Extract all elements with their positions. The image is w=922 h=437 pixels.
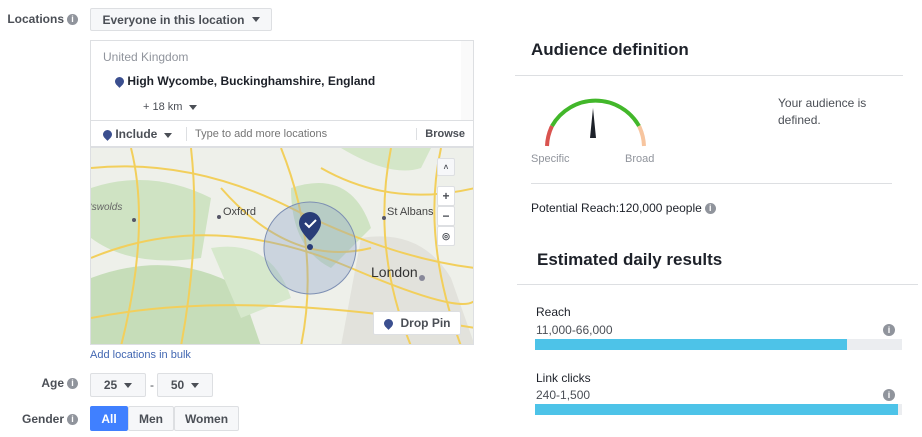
zoom-out-button[interactable]: − xyxy=(437,206,455,226)
age-min-dropdown[interactable]: 25 xyxy=(90,373,146,397)
pin-icon xyxy=(101,127,114,141)
link-clicks-bar-fill xyxy=(535,404,899,415)
zoom-in-button[interactable]: + xyxy=(437,186,455,206)
pin-icon xyxy=(381,316,395,330)
gender-men-button[interactable]: Men xyxy=(128,406,174,431)
scrollbar[interactable] xyxy=(461,41,473,120)
include-dropdown[interactable]: Include xyxy=(91,126,187,141)
audience-definition-title: Audience definition xyxy=(531,40,689,59)
gauge-needle xyxy=(590,108,596,138)
link-clicks-value: 240-1,500 xyxy=(536,388,591,402)
audience-status: Your audience is defined. xyxy=(778,96,867,127)
info-icon[interactable]: i xyxy=(67,378,78,390)
recenter-icon[interactable]: ◎ xyxy=(437,226,455,246)
map-label: Oxford xyxy=(223,206,257,218)
info-icon[interactable]: i xyxy=(883,324,895,336)
link-clicks-label: Link clicks xyxy=(536,371,591,385)
gauge-specific-label: Specific xyxy=(531,153,570,165)
info-icon[interactable]: i xyxy=(67,14,78,26)
chevron-down-icon xyxy=(124,382,133,388)
chevron-down-icon xyxy=(189,105,198,110)
audience-gauge xyxy=(545,98,646,147)
map-label: tswolds xyxy=(90,202,123,213)
info-icon[interactable]: i xyxy=(67,414,78,426)
country-label: United Kingdom xyxy=(103,50,189,64)
potential-reach: Potential Reach:120,000 people i xyxy=(531,201,716,215)
reach-bar xyxy=(535,339,902,350)
add-locations-bulk-link[interactable]: Add locations in bulk xyxy=(90,349,191,361)
estimated-daily-title: Estimated daily results xyxy=(537,250,723,269)
reach-value: 11,000-66,000 xyxy=(536,323,613,337)
info-icon[interactable]: i xyxy=(883,389,895,401)
radius-dropdown[interactable]: + 18 km xyxy=(143,101,198,113)
divider xyxy=(531,183,892,184)
chevron-down-icon xyxy=(251,17,260,22)
age-label: Age i xyxy=(0,376,78,390)
chevron-down-icon xyxy=(164,132,173,138)
include-row: Include Browse xyxy=(90,121,474,147)
age-max-dropdown[interactable]: 50 xyxy=(157,373,213,397)
map-canvas xyxy=(91,148,473,344)
location-list: United Kingdom High Wycombe, Buckinghams… xyxy=(90,40,474,121)
age-separator: - xyxy=(150,378,154,392)
chevron-down-icon xyxy=(191,382,200,388)
locations-label: Locations i xyxy=(0,12,78,26)
map-label: St Albans xyxy=(387,206,434,218)
collapse-map-button[interactable]: ˄ xyxy=(437,158,455,176)
link-clicks-bar xyxy=(535,404,902,415)
map[interactable]: tswolds Oxford St Albans London ˄ + − ◎ … xyxy=(90,147,474,345)
divider xyxy=(517,284,918,285)
drop-pin-button[interactable]: Drop Pin xyxy=(373,311,461,335)
gender-all-button[interactable]: All xyxy=(90,406,128,431)
audience-type-dropdown[interactable]: Everyone in this location xyxy=(90,8,272,31)
location-item[interactable]: High Wycombe, Buckinghamshire, England xyxy=(113,74,375,89)
gender-women-button[interactable]: Women xyxy=(174,406,239,431)
location-search-input[interactable] xyxy=(195,127,417,140)
gauge-broad-label: Broad xyxy=(625,153,655,165)
reach-label: Reach xyxy=(536,305,571,319)
gender-label: Gender i xyxy=(0,412,78,426)
divider xyxy=(515,75,903,76)
info-icon[interactable]: i xyxy=(704,203,716,215)
pin-icon xyxy=(113,75,126,89)
reach-bar-fill xyxy=(535,339,847,350)
browse-button[interactable]: Browse xyxy=(416,127,473,140)
map-label: London xyxy=(371,264,418,280)
